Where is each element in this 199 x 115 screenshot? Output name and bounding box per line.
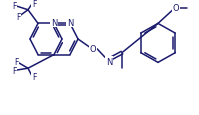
Text: F: F	[14, 57, 18, 66]
Text: O: O	[173, 4, 179, 13]
Text: F: F	[12, 66, 16, 75]
Text: F: F	[32, 72, 36, 81]
Text: F: F	[32, 0, 36, 9]
Text: O: O	[90, 45, 96, 54]
Text: N: N	[106, 57, 112, 66]
Text: F: F	[16, 13, 20, 22]
Text: N: N	[51, 19, 57, 28]
Text: F: F	[12, 2, 16, 11]
Text: N: N	[67, 19, 73, 28]
